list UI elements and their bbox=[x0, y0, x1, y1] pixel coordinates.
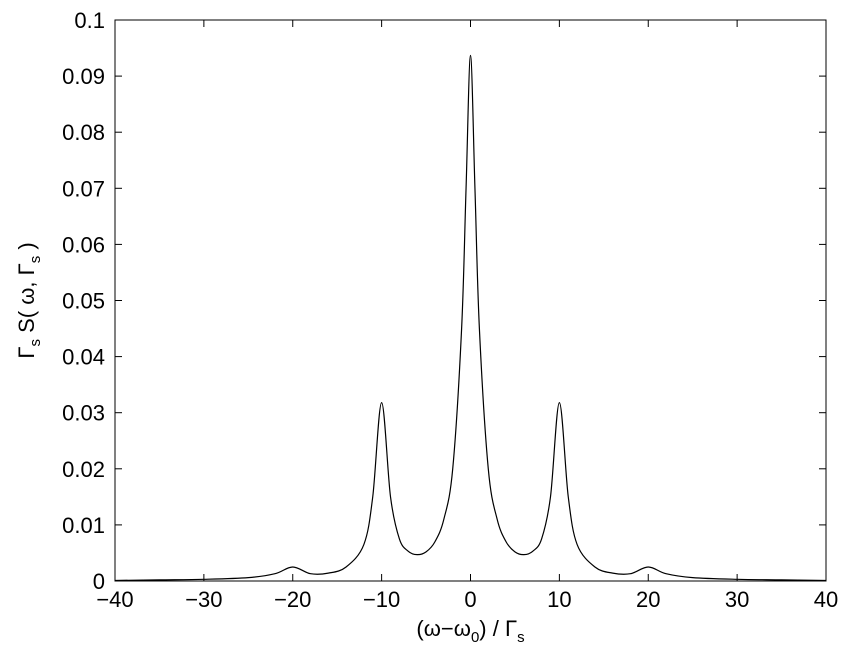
y-axis-label-part-1: Γ bbox=[14, 347, 39, 359]
y-tick-label: 0.07 bbox=[62, 176, 105, 201]
y-axis-label: Γs S( ω, Γs ) bbox=[14, 242, 44, 358]
y-tick-label: 0.09 bbox=[62, 64, 105, 89]
x-axis-label-part-2: ) / Γ bbox=[479, 616, 517, 641]
x-tick-label: −40 bbox=[96, 587, 133, 612]
x-tick-label: 40 bbox=[814, 587, 838, 612]
y-tick-label: 0.04 bbox=[62, 345, 105, 370]
x-axis-label: (ω−ω0) / Γs bbox=[416, 616, 524, 646]
y-tick-label: 0.02 bbox=[62, 457, 105, 482]
x-axis-label-sub-2: s bbox=[517, 629, 525, 646]
x-axis-label-sub-1: 0 bbox=[471, 629, 479, 646]
x-tick-label: 0 bbox=[464, 587, 476, 612]
y-tick-label: 0.03 bbox=[62, 401, 105, 426]
x-tick-label: 30 bbox=[725, 587, 749, 612]
y-tick-label: 0.05 bbox=[62, 289, 105, 314]
x-axis-label-part-1: (ω−ω bbox=[416, 616, 471, 641]
x-tick-label: 10 bbox=[547, 587, 571, 612]
axis-ticks: −40 −30 −20 −10 0 10 20 30 40 0 0.01 0.02 0.03 0.04 0.… bbox=[62, 8, 838, 612]
y-axis-label-part-3: ) bbox=[14, 242, 39, 255]
y-tick-label: 0.01 bbox=[62, 513, 105, 538]
y-tick-label: 0.1 bbox=[74, 8, 105, 33]
x-tick-label: −30 bbox=[185, 587, 222, 612]
y-tick-label: 0 bbox=[93, 569, 105, 594]
x-tick-label: −10 bbox=[363, 587, 400, 612]
x-tick-label: 20 bbox=[636, 587, 660, 612]
y-axis-label-part-2: S( ω, Γ bbox=[14, 263, 39, 339]
x-tick-label: −20 bbox=[274, 587, 311, 612]
series-line bbox=[114, 54, 827, 582]
y-axis-label-sub-2: s bbox=[27, 256, 44, 264]
y-axis-label-sub-1: s bbox=[27, 339, 44, 347]
y-tick-label: 0.08 bbox=[62, 120, 105, 145]
y-tick-label: 0.06 bbox=[62, 232, 105, 257]
